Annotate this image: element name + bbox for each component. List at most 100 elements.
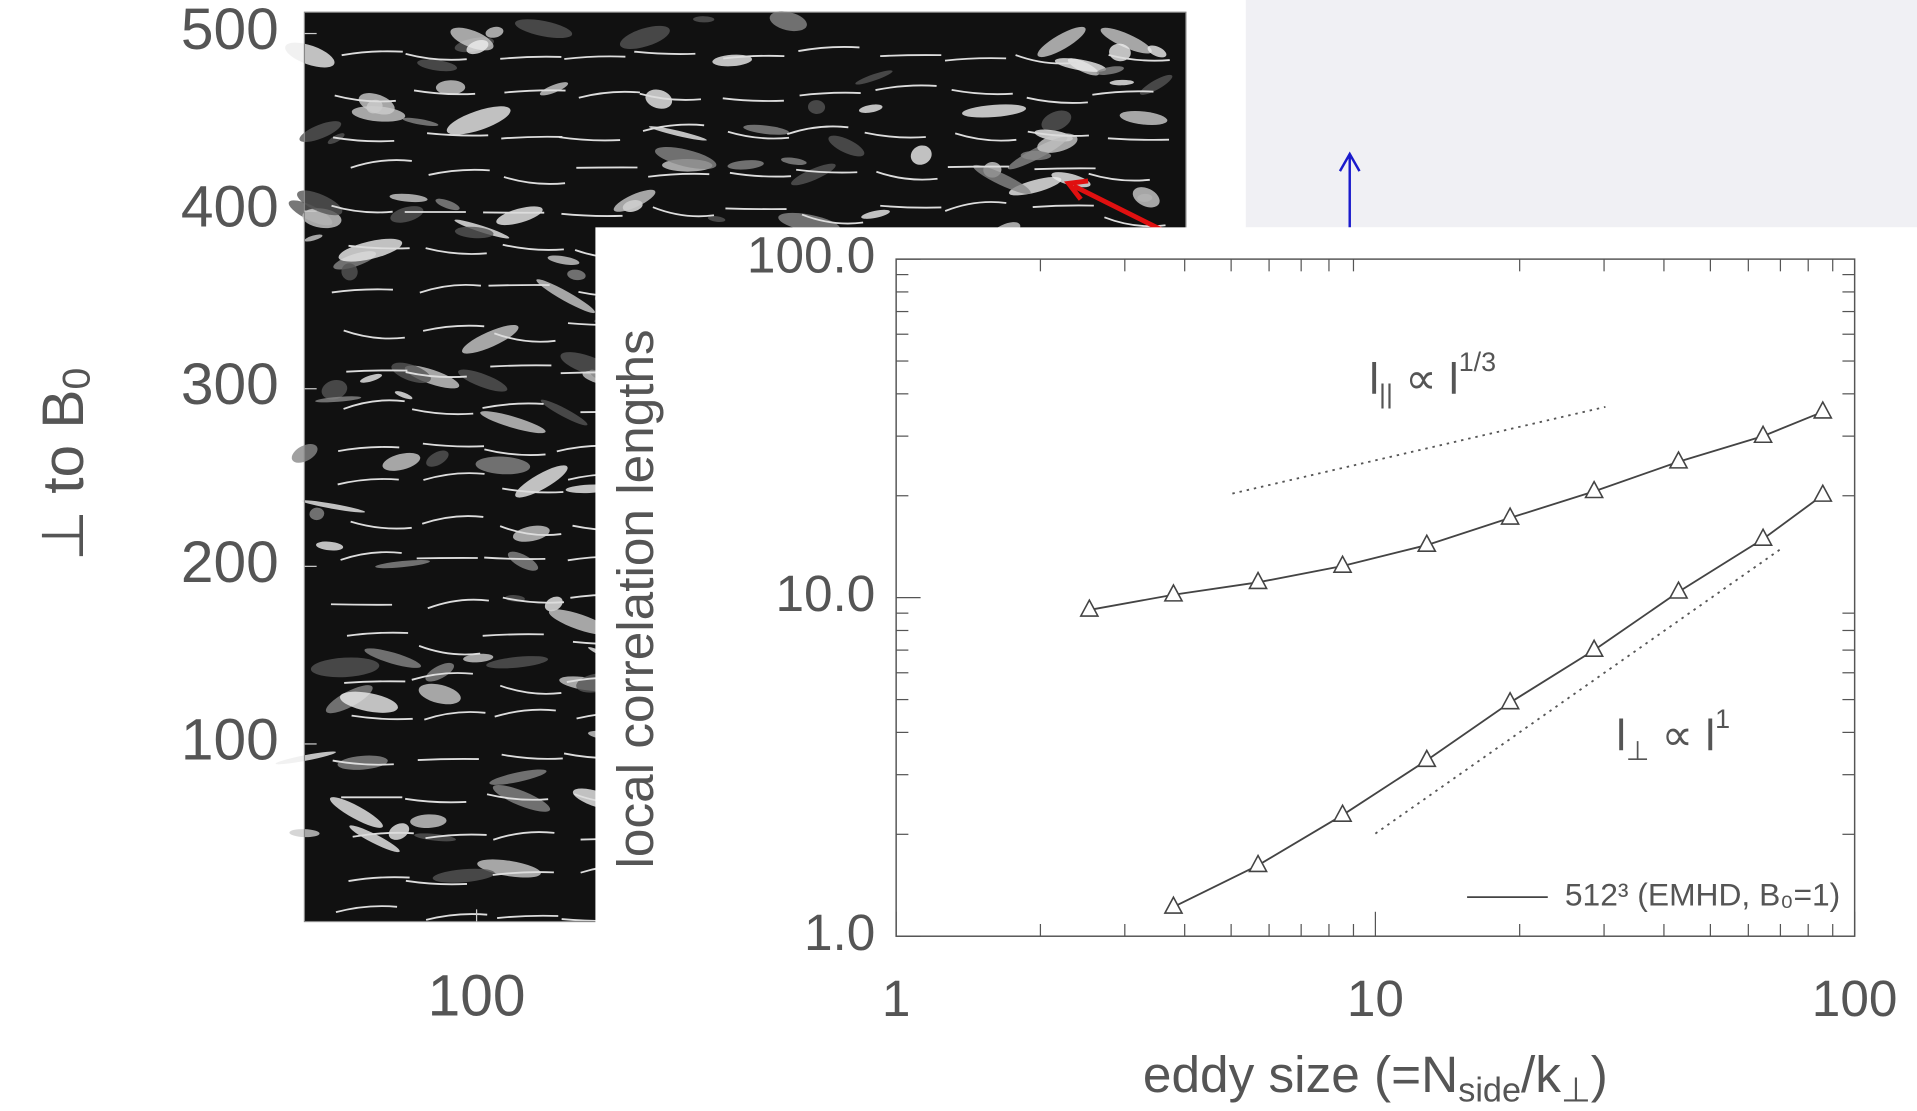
- field-line: [482, 402, 544, 409]
- blob: [769, 11, 807, 32]
- y-tick-label: 10.0: [775, 565, 875, 622]
- blob: [492, 784, 551, 812]
- field-line: [729, 171, 792, 178]
- marker: [1584, 638, 1605, 658]
- blob: [1020, 150, 1052, 161]
- marker: [1500, 691, 1520, 710]
- blob: [275, 751, 336, 765]
- blob: [358, 93, 395, 115]
- blob: [402, 117, 439, 127]
- blob: [489, 769, 547, 785]
- field-line: [725, 207, 787, 211]
- field-line: [499, 525, 562, 536]
- field-line: [340, 551, 402, 561]
- blob: [339, 691, 398, 713]
- marker: [1332, 554, 1353, 573]
- blob: [321, 379, 348, 400]
- blob: [496, 206, 543, 226]
- field-line: [335, 905, 398, 914]
- blob: [858, 104, 883, 113]
- field-line: [497, 914, 559, 919]
- field-line: [350, 159, 412, 169]
- blob: [410, 814, 447, 828]
- field-line: [1026, 96, 1088, 104]
- marker: [1753, 424, 1773, 444]
- y-tick-label: 300: [181, 352, 279, 417]
- y-tick-label: 100: [181, 707, 279, 772]
- marker: [1753, 527, 1773, 546]
- field-line: [944, 201, 1007, 212]
- field-line: [331, 288, 393, 294]
- blob: [297, 190, 343, 216]
- blob: [462, 324, 519, 354]
- blob: [781, 157, 807, 165]
- blob: [962, 104, 1027, 118]
- annotation-sup: 1/3: [1459, 347, 1496, 377]
- blob: [547, 255, 580, 265]
- y-tick-label: 400: [181, 175, 279, 240]
- blob: [316, 541, 344, 551]
- marker: [1248, 570, 1268, 590]
- x-tick-label: 1: [882, 970, 911, 1027]
- blob: [394, 391, 413, 400]
- field-line: [492, 831, 555, 841]
- marker: [1584, 479, 1605, 499]
- y-axis-label: ⊥ to B0: [31, 368, 99, 561]
- field-line: [723, 54, 785, 60]
- blob: [466, 39, 489, 55]
- blob: [910, 145, 932, 165]
- blob: [432, 868, 495, 883]
- field-line: [502, 596, 565, 604]
- blob: [507, 551, 539, 571]
- series-line: [1089, 410, 1824, 611]
- reference-line: [1374, 548, 1781, 835]
- marker: [1163, 895, 1184, 914]
- field-line: [494, 332, 556, 343]
- gray-panel: [1245, 0, 1917, 228]
- field-line: [351, 714, 413, 721]
- field-line: [405, 879, 468, 886]
- marker: [1332, 803, 1353, 822]
- x-axis-label-part: ): [1591, 1046, 1608, 1103]
- field-line: [417, 758, 479, 761]
- field-line: [422, 324, 485, 332]
- annotation: l|| ∝ l1/3: [1369, 347, 1496, 409]
- blob: [418, 683, 461, 705]
- blob: [388, 823, 410, 840]
- blob: [539, 82, 569, 96]
- annotation-sup: 1: [1715, 704, 1730, 734]
- blob: [341, 263, 358, 281]
- x-axis-label: eddy size (=Nside/k⊥): [1143, 1046, 1608, 1110]
- marker: [1812, 483, 1833, 502]
- blob: [301, 500, 366, 513]
- blob: [648, 126, 707, 141]
- blob: [544, 596, 563, 612]
- field-line: [727, 130, 790, 140]
- x-axis-label-part: ⊥: [1561, 1072, 1591, 1110]
- field-line: [561, 212, 623, 218]
- field-line: [330, 603, 393, 606]
- field-line: [944, 57, 1007, 62]
- marker: [1163, 583, 1184, 602]
- blob: [828, 135, 865, 157]
- blob: [861, 209, 890, 219]
- field-line: [503, 176, 566, 185]
- y-axis-label: local correlation lengths: [607, 329, 664, 868]
- blob: [390, 206, 424, 223]
- field-line: [578, 90, 641, 99]
- field-line: [413, 89, 476, 96]
- y-tick-label: 1.0: [804, 904, 875, 961]
- field-line: [1015, 54, 1077, 65]
- blob: [315, 396, 362, 403]
- field-line: [564, 55, 626, 60]
- blob: [417, 59, 458, 72]
- field-line: [331, 204, 393, 214]
- blob: [515, 465, 568, 498]
- field-line: [648, 172, 710, 178]
- field-line: [490, 364, 552, 368]
- x-tick-label: 100: [1812, 970, 1898, 1027]
- marker: [1248, 853, 1268, 873]
- field-line: [504, 89, 566, 94]
- blob: [458, 369, 508, 392]
